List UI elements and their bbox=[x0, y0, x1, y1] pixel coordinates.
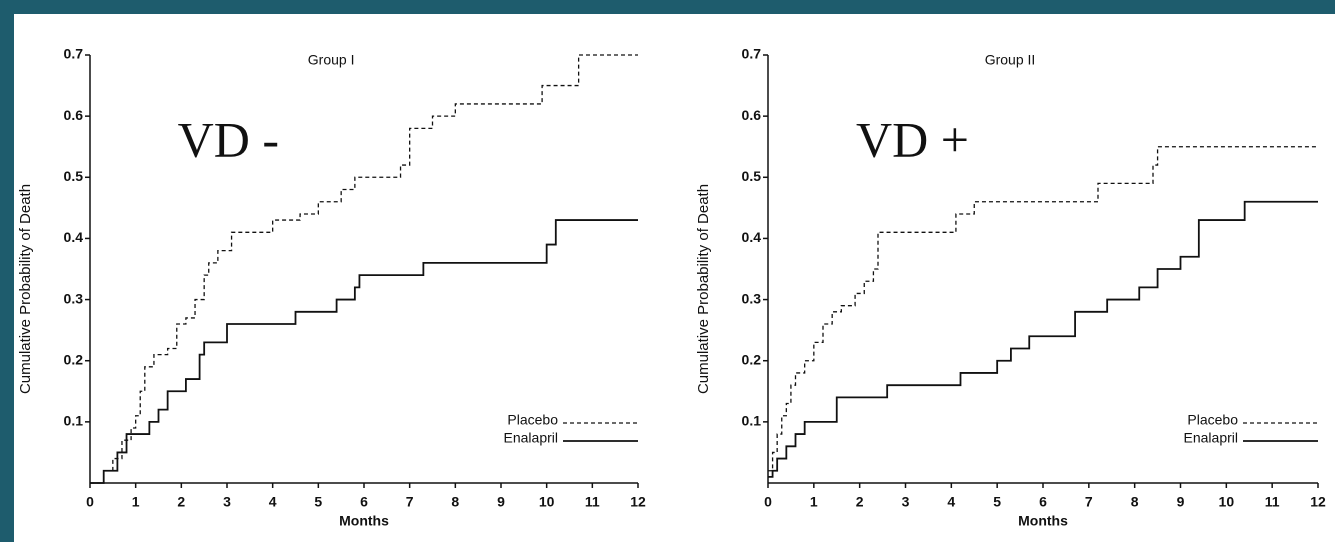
x-tick-label: 3 bbox=[902, 494, 910, 510]
x-tick-label: 10 bbox=[1219, 494, 1235, 510]
y-tick-label: 0.4 bbox=[742, 229, 762, 245]
x-tick-label: 3 bbox=[223, 494, 231, 510]
x-tick-label: 11 bbox=[585, 494, 600, 510]
panel: 0.1 0.2 0.3 0.4 0.5 0.6 0.7 0 1 2 3 4 5 6 7 8 9 10 11 12 Mon… bbox=[14, 14, 1335, 542]
x-tick-label: 5 bbox=[314, 494, 322, 510]
annotation: VD - bbox=[178, 111, 279, 167]
y-tick-label: 0.4 bbox=[64, 229, 84, 245]
x-tick-label: 2 bbox=[177, 494, 185, 510]
annotation: VD + bbox=[856, 111, 969, 167]
x-tick-label: 9 bbox=[497, 494, 505, 510]
y-tick-label: 0.6 bbox=[64, 107, 84, 123]
y-axis-label: Cumulative Probability of Death bbox=[17, 184, 34, 394]
series-line bbox=[90, 54, 638, 484]
charts: 0.10.20.30.40.50.60.70 1 2 3 4 5 6 7 8 9 10 11 12Mon… bbox=[17, 46, 1326, 529]
x-tick-label: 10 bbox=[539, 494, 555, 510]
y-tick-label: 0.3 bbox=[64, 290, 84, 306]
y-tick-label: 0.5 bbox=[742, 168, 762, 184]
x-axis-label: Months bbox=[339, 513, 389, 529]
x-tick-label: 7 bbox=[406, 494, 414, 510]
x-tick-label: 1 bbox=[810, 494, 818, 510]
x-axis-label: Months bbox=[1018, 513, 1068, 529]
chart-title: Group II bbox=[985, 52, 1036, 68]
x-tick-label: 0 bbox=[86, 494, 94, 510]
chart-title: Group I bbox=[308, 52, 355, 68]
x-tick-label: 2 bbox=[856, 494, 864, 510]
series-line bbox=[768, 146, 1318, 472]
y-tick-label: 0.2 bbox=[742, 351, 762, 367]
x-tick-label: 4 bbox=[269, 494, 277, 510]
y-tick-label: 0.2 bbox=[64, 351, 84, 367]
y-tick-label: 0.1 bbox=[742, 413, 762, 429]
y-tick-label: 0.5 bbox=[64, 168, 84, 184]
x-tick-label: 1 bbox=[132, 494, 140, 510]
series-line bbox=[90, 219, 638, 484]
x-tick-label: 9 bbox=[1177, 494, 1185, 510]
y-tick-label: 0.1 bbox=[64, 413, 84, 429]
x-tick-label: 7 bbox=[1085, 494, 1093, 510]
x-tick-label: 0 bbox=[764, 494, 772, 510]
x-tick-label: 8 bbox=[451, 494, 459, 510]
legend-label: Enalapril bbox=[504, 430, 558, 446]
series-line bbox=[768, 200, 1318, 478]
legend-label: Placebo bbox=[507, 412, 558, 428]
y-axis-label: Cumulative Probability of Death bbox=[695, 184, 712, 394]
legend-label: Placebo bbox=[1187, 412, 1238, 428]
x-tick-label: 12 bbox=[1310, 494, 1326, 510]
x-tick-label: 5 bbox=[993, 494, 1001, 510]
x-tick-label: 12 bbox=[630, 494, 646, 510]
x-tick-label: 6 bbox=[360, 494, 368, 510]
y-tick-label: 0.7 bbox=[742, 46, 762, 62]
x-tick-label: 11 bbox=[1265, 494, 1280, 510]
y-tick-label: 0.7 bbox=[64, 46, 84, 62]
legend-label: Enalapril bbox=[1184, 430, 1238, 446]
y-tick-label: 0.3 bbox=[742, 290, 762, 306]
x-tick-label: 6 bbox=[1039, 494, 1047, 510]
x-tick-label: 4 bbox=[947, 494, 955, 510]
y-tick-label: 0.6 bbox=[742, 107, 762, 123]
x-tick-label: 8 bbox=[1131, 494, 1139, 510]
